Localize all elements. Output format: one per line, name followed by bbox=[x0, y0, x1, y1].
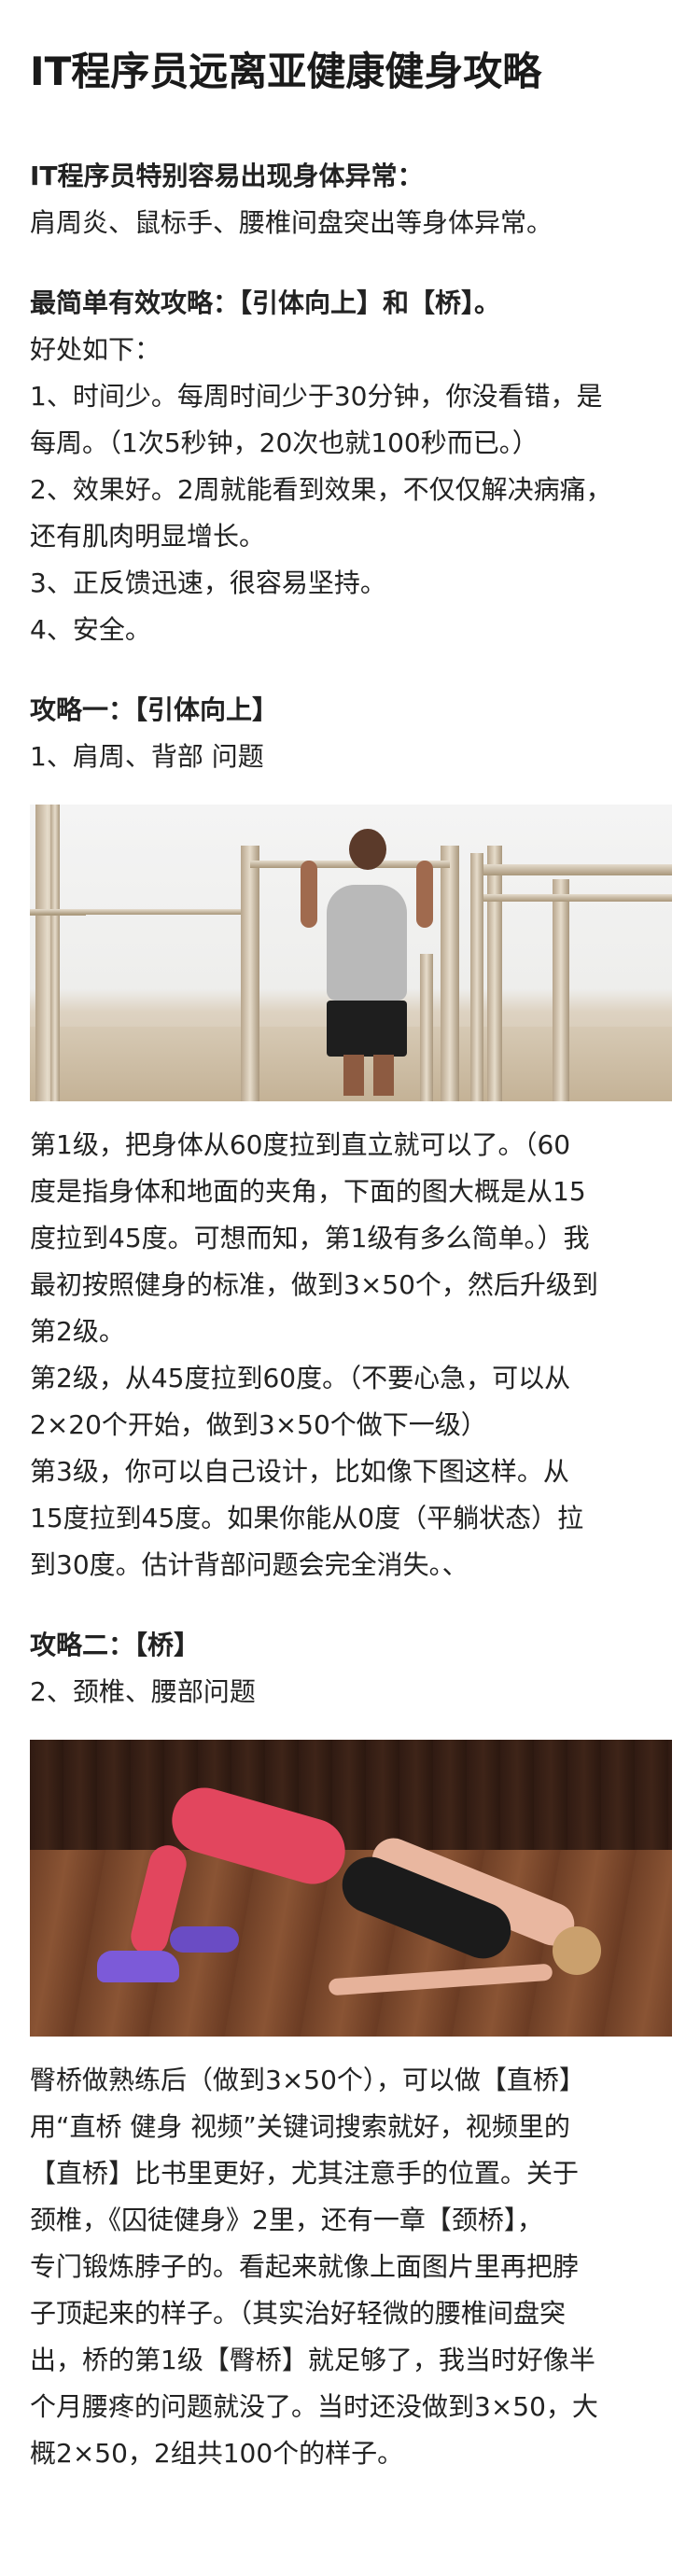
bridge-photo bbox=[30, 1740, 672, 2037]
section2-line: 出，桥的第1级【臀桥】就足够了，我当时好像半 bbox=[30, 2345, 595, 2375]
section1-line: 到30度。估计背部问题会完全消失。、 bbox=[30, 1549, 469, 1580]
benefit-line: 4、安全。 bbox=[30, 614, 151, 645]
benefit-line: 2、效果好。2周就能看到效果，不仅仅解决病痛， bbox=[30, 474, 612, 505]
pull-up-photo bbox=[30, 805, 672, 1101]
section1-line: 第2级。 bbox=[30, 1316, 125, 1347]
intro-line: 肩周炎、鼠标手、腰椎间盘突出等身体异常。 bbox=[30, 207, 553, 238]
page-title: IT程序员远离亚健康健身攻略 bbox=[30, 49, 542, 94]
benefits-label: 好处如下： bbox=[30, 334, 161, 365]
section2-line: 专门锻炼脖子的。看起来就像上面图片里再把脖 bbox=[30, 2251, 580, 2282]
section1-line: 2×20个开始，做到3×50个做下一级） bbox=[30, 1409, 487, 1440]
section2-line: 子顶起来的样子。（其实治好轻微的腰椎间盘突 bbox=[30, 2298, 567, 2329]
section1-line: 15度拉到45度。如果你能从0度（平躺状态）拉 bbox=[30, 1503, 584, 1533]
section1-line: 第2级，从45度拉到60度。（不要心急，可以从 bbox=[30, 1363, 571, 1393]
section1-line: 最初按照健身的标准，做到3×50个，然后升级到 bbox=[30, 1269, 598, 1300]
section2-line: 【直桥】比书里更好，尤其注意手的位置。关于 bbox=[30, 2158, 580, 2189]
section1-heading: 攻略一：【引体向上】 bbox=[30, 694, 279, 725]
strategy-heading: 最简单有效攻略：【引体向上】和【桥】。 bbox=[30, 287, 501, 318]
section2-line: 臀桥做熟练后（做到3×50个），可以做【直桥】 bbox=[30, 2065, 585, 2095]
article: IT程序员远离亚健康健身攻略 IT程序员特别容易出现身体异常： 肩周炎、鼠标手、… bbox=[30, 49, 672, 2469]
section2-line: 颈椎，《囚徒健身》2里，还有一章【颈桥】， bbox=[30, 2205, 543, 2235]
benefit-line: 还有肌肉明显增长。 bbox=[30, 521, 266, 552]
benefit-line: 1、时间少。每周时间少于30分钟，你没看错，是 bbox=[30, 381, 603, 412]
section1-line: 第3级，你可以自己设计，比如像下图这样。从 bbox=[30, 1456, 569, 1487]
section1-line: 第1级，把身体从60度拉到直立就可以了。（60 bbox=[30, 1129, 571, 1160]
benefit-line: 每周。（1次5秒钟，20次也就100秒而已。） bbox=[30, 427, 539, 458]
benefit-line: 3、正反馈迅速，很容易坚持。 bbox=[30, 567, 386, 598]
section2-subheading: 2、颈椎、腰部问题 bbox=[30, 1676, 256, 1707]
section2-heading: 攻略二：【桥】 bbox=[30, 1630, 201, 1660]
section1-line: 度是指身体和地面的夹角，下面的图大概是从15 bbox=[30, 1176, 586, 1207]
intro-heading: IT程序员特别容易出现身体异常： bbox=[30, 161, 424, 191]
section2-line: 用“直桥 健身 视频”关键词搜索就好，视频里的 bbox=[30, 2111, 570, 2142]
section1-subheading: 1、肩周、背部 问题 bbox=[30, 741, 264, 772]
section1-line: 度拉到45度。可想而知，第1级有多么简单。）我 bbox=[30, 1223, 590, 1253]
section2-line: 个月腰疼的问题就没了。当时还没做到3×50，大 bbox=[30, 2391, 598, 2422]
section2-line: 概2×50，2组共100个的样子。 bbox=[30, 2438, 404, 2469]
